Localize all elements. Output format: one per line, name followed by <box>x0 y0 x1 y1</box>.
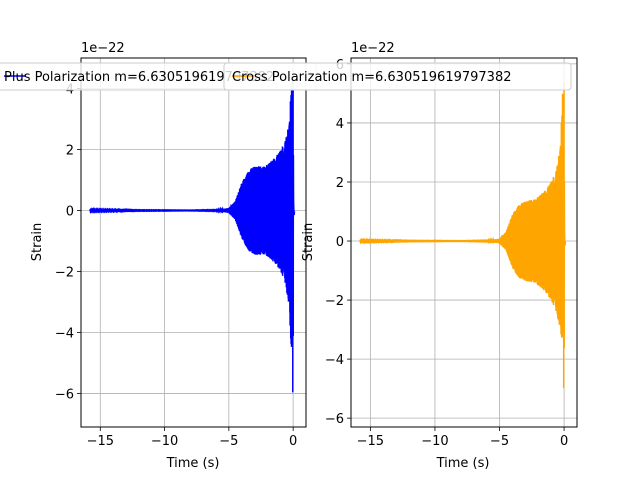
plus-x-tick-label: 0 <box>289 434 297 449</box>
cross-y-tick-label: −6 <box>325 412 344 427</box>
cross-legend: Cross Polarization m=6.630519619797382 <box>223 62 572 91</box>
cross-axes-frame <box>350 57 578 428</box>
cross-y-tick-label: −4 <box>325 353 344 368</box>
plus-x-tick-label: −10 <box>151 434 178 449</box>
plus-offset-text: 1e−22 <box>81 41 125 56</box>
cross-y-tick-label: 0 <box>336 235 344 250</box>
cross-ylabel: Strain <box>301 223 316 262</box>
plus-y-tick-label: −4 <box>55 326 74 341</box>
cross-xlabel: Time (s) <box>436 456 490 471</box>
cross-x-tick-label: −10 <box>421 434 448 449</box>
cross-waveform-line <box>359 82 567 389</box>
cross-x-tick-label: −5 <box>490 434 509 449</box>
cross-polarization-panel: 1e−22 Time (s) Strain −15 −10 −5 0 −6 −4 −2 0 2 4… <box>301 41 578 471</box>
cross-y-tick-label: 4 <box>336 117 344 132</box>
plus-x-tick-label: −15 <box>87 434 114 449</box>
plus-waveform-line <box>89 67 296 393</box>
plus-x-tick-label: −5 <box>219 434 238 449</box>
cross-x-tick-label: −15 <box>357 434 384 449</box>
plus-y-tick-label: −6 <box>55 387 74 402</box>
cross-x-tick-label: 0 <box>560 434 568 449</box>
plus-ylabel: Strain <box>30 223 45 262</box>
cross-y-tick-label: 2 <box>336 176 344 191</box>
cross-legend-box <box>223 62 572 91</box>
cross-y-tick-label: −2 <box>325 294 344 309</box>
cross-legend-label: Cross Polarization m=6.630519619797382 <box>232 70 511 85</box>
plus-legend-label: Plus Polarization m=6.630519619797382 <box>4 70 274 85</box>
plus-y-tick-label: −2 <box>55 265 74 280</box>
plus-axes-frame <box>80 57 307 428</box>
plus-y-tick-label: 2 <box>66 143 74 158</box>
plus-y-tick-label: 0 <box>66 204 74 219</box>
legends: Plus Polarization m=6.630519619797382Cro… <box>0 62 572 91</box>
cross-offset-text: 1e−22 <box>351 41 395 56</box>
plus-xlabel: Time (s) <box>166 456 220 471</box>
